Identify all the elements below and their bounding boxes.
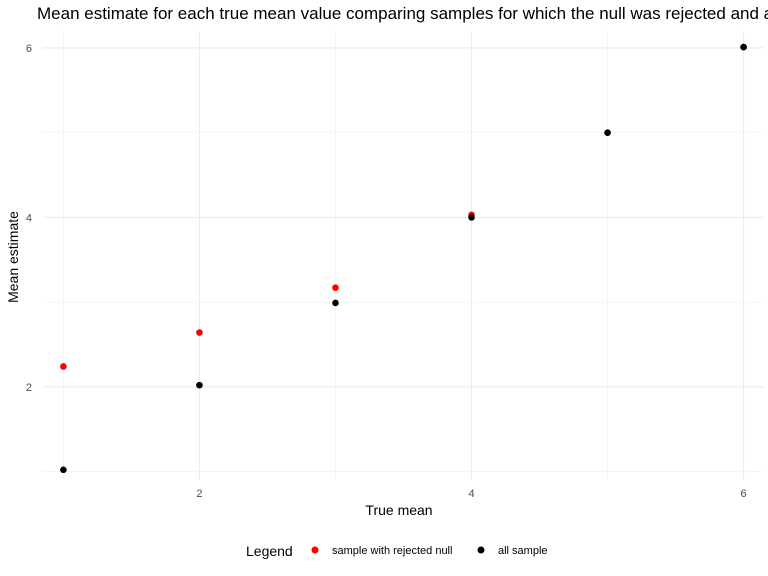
x-tick-label: 6 — [741, 488, 747, 500]
point-rejected-null — [196, 329, 203, 336]
point-all-sample — [196, 381, 203, 389]
y-axis-ticks: 2 4 6 — [26, 43, 32, 394]
point-all-sample — [332, 299, 339, 307]
legend-key-rejected — [311, 546, 319, 554]
grid-minor-lines — [43, 31, 764, 480]
data-points — [60, 43, 747, 474]
y-axis-title: Mean estimate — [5, 211, 21, 303]
y-tick-label: 2 — [26, 382, 32, 394]
x-axis-ticks: 2 4 6 — [196, 488, 746, 500]
point-all-sample — [60, 466, 67, 474]
x-tick-label: 2 — [196, 488, 202, 500]
x-tick-label: 4 — [468, 488, 474, 500]
point-all-sample — [604, 129, 611, 136]
legend: Legend sample with rejected null all sam… — [246, 543, 548, 559]
legend-label-all: all sample — [498, 545, 548, 557]
chart-title: Mean estimate for each true mean value c… — [37, 4, 768, 23]
point-rejected-null — [60, 363, 67, 370]
legend-title: Legend — [246, 543, 293, 559]
point-rejected-null — [332, 284, 339, 291]
legend-label-rejected: sample with rejected null — [332, 545, 452, 557]
point-all-sample — [468, 214, 475, 221]
legend-key-all — [477, 546, 485, 554]
x-axis-title: True mean — [365, 502, 432, 518]
point-all-sample — [740, 43, 747, 51]
grid-major-lines — [43, 31, 764, 480]
y-tick-label: 6 — [26, 43, 32, 55]
y-tick-label: 4 — [26, 212, 32, 224]
